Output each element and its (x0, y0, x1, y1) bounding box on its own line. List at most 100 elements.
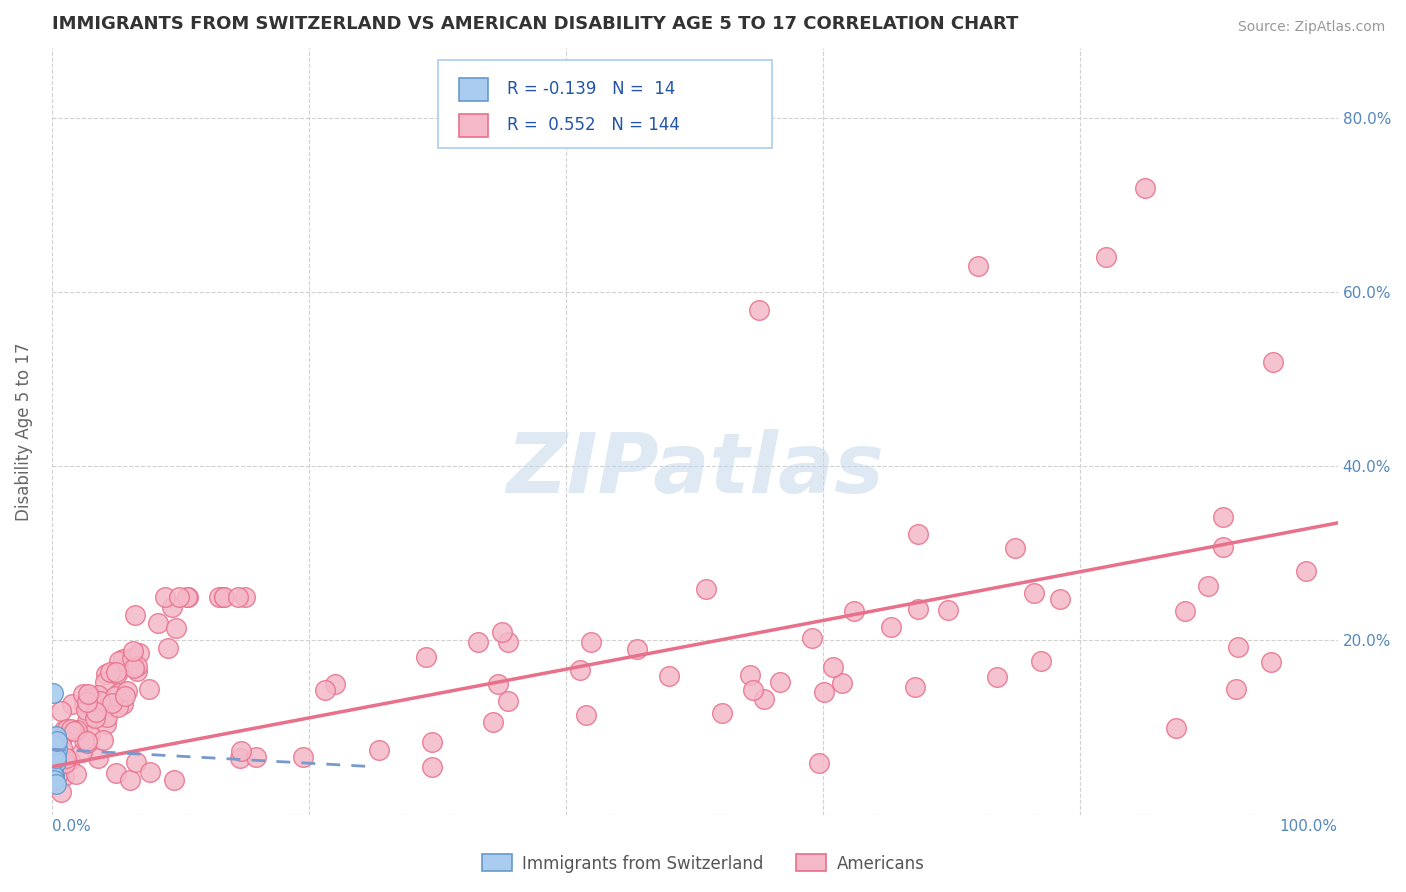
Point (986, 670, 1008, 684)
Point (496, 634, 519, 648)
Point (127, 665, 149, 679)
Point (813, 685, 835, 699)
Point (53, 723, 76, 737)
Point (738, 667, 761, 681)
Point (752, 691, 775, 706)
Point (880, 620, 903, 634)
Point (44, 738, 66, 752)
Text: R = -0.139   N =  14: R = -0.139 N = 14 (508, 80, 675, 98)
Point (59, 753, 82, 767)
Point (160, 600, 183, 615)
Point (45, 756, 67, 770)
Point (115, 684, 138, 698)
Text: ZIPatlas: ZIPatlas (506, 429, 883, 510)
Text: R =  0.552   N = 144: R = 0.552 N = 144 (508, 116, 681, 134)
Point (491, 624, 513, 639)
Point (56, 722, 79, 736)
Text: 100.0%: 100.0% (1279, 819, 1337, 834)
Point (76, 714, 98, 729)
Point (80, 691, 103, 706)
Point (121, 643, 143, 657)
Point (42, 740, 65, 755)
Text: Source: ZipAtlas.com: Source: ZipAtlas.com (1237, 20, 1385, 34)
Point (1212, 540, 1234, 554)
Point (176, 590, 198, 604)
Point (76, 734, 98, 748)
Point (124, 661, 146, 675)
Point (107, 685, 129, 699)
Point (1095, 251, 1118, 265)
Point (51, 740, 73, 755)
Point (292, 749, 315, 764)
Point (42, 745, 65, 759)
Point (51, 704, 73, 718)
Point (87, 751, 110, 765)
Point (76, 687, 98, 701)
Point (75, 703, 97, 717)
Point (229, 751, 252, 765)
Point (51, 785, 73, 799)
Point (42, 764, 65, 779)
Point (936, 603, 959, 617)
Point (146, 615, 169, 630)
Point (128, 646, 150, 660)
Point (177, 590, 200, 604)
Point (96, 716, 118, 731)
Point (84, 711, 107, 725)
Point (498, 694, 520, 708)
Y-axis label: Disability Age 5 to 17: Disability Age 5 to 17 (15, 343, 32, 521)
Text: IMMIGRANTS FROM SWITZERLAND VS AMERICAN DISABILITY AGE 5 TO 17 CORRELATION CHART: IMMIGRANTS FROM SWITZERLAND VS AMERICAN … (52, 15, 1018, 33)
Point (138, 681, 160, 696)
Point (76, 736, 98, 750)
Point (45, 747, 67, 761)
Point (314, 683, 336, 698)
Point (52, 769, 75, 783)
Point (105, 766, 128, 780)
FancyBboxPatch shape (437, 60, 772, 148)
Point (49, 756, 72, 771)
Point (45, 751, 67, 765)
Point (907, 601, 929, 615)
Point (1212, 510, 1234, 524)
Point (121, 651, 143, 665)
Point (76, 695, 98, 709)
Point (51, 731, 73, 746)
Point (42, 768, 65, 782)
Point (742, 682, 765, 697)
Point (208, 590, 231, 604)
Point (44, 756, 66, 771)
Point (1263, 355, 1285, 369)
Point (93, 733, 115, 747)
Point (65, 767, 87, 781)
Point (1226, 640, 1249, 654)
Point (96, 666, 118, 681)
Point (966, 259, 988, 273)
Point (167, 590, 190, 604)
Point (229, 744, 252, 758)
Point (44, 768, 66, 782)
Point (73, 732, 96, 747)
Point (156, 641, 179, 656)
Point (748, 302, 770, 317)
Point (844, 604, 866, 618)
Point (70, 746, 93, 760)
Point (46, 767, 69, 781)
Point (45, 757, 67, 772)
Point (73, 698, 96, 713)
Point (42, 760, 65, 774)
Point (111, 652, 134, 666)
Point (124, 608, 146, 623)
Point (568, 663, 591, 677)
Point (467, 635, 489, 649)
Point (1174, 604, 1197, 618)
Point (579, 635, 602, 649)
Point (323, 676, 346, 690)
Point (96, 709, 118, 723)
Point (98, 665, 121, 680)
Point (226, 590, 249, 604)
Point (108, 654, 131, 668)
Point (45, 729, 67, 743)
Point (114, 689, 136, 703)
Point (1049, 592, 1071, 607)
Point (66, 723, 89, 737)
